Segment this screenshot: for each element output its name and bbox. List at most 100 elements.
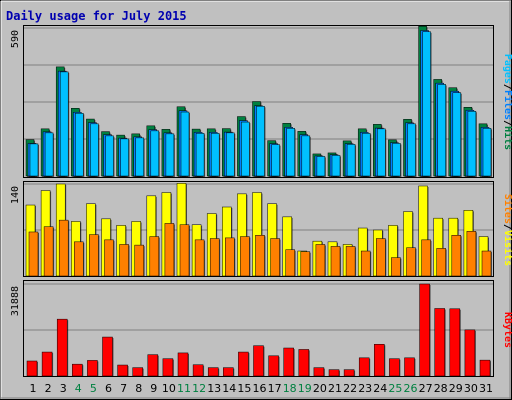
kbytes-bar [56, 318, 68, 377]
pages-bar [135, 137, 144, 177]
sites-bar [134, 244, 144, 277]
day-label: 19 [298, 382, 312, 395]
sites-bar [391, 257, 401, 277]
day-label: 29 [449, 382, 463, 395]
kbytes-bar [238, 351, 249, 377]
pages-bar [59, 71, 69, 177]
day-label: 24 [373, 382, 387, 395]
pages-bar [407, 123, 416, 177]
kbytes-bar [253, 345, 264, 377]
kbytes-bar [268, 355, 279, 377]
day-label: 11 [177, 382, 191, 395]
sites-bar [360, 250, 371, 277]
pages-bar [29, 143, 39, 177]
pages-bar [361, 133, 371, 177]
pages-bar [301, 135, 311, 177]
side-label-sites: Sites [502, 194, 512, 224]
kbytes-bar [464, 329, 476, 377]
kbytes-bar [298, 349, 310, 377]
pages-bar [316, 156, 326, 177]
day-label: 12 [192, 382, 206, 395]
day-label: 17 [268, 382, 282, 395]
series-side-label: Pages/Files/Hits [502, 54, 512, 150]
sites-bar [104, 239, 114, 277]
pages-bar [210, 133, 220, 177]
day-label: 1 [30, 382, 37, 395]
kbytes-bar [313, 367, 325, 377]
day-label: 27 [419, 382, 433, 395]
pages-bar [150, 130, 160, 177]
day-label: 16 [253, 382, 267, 395]
pages-bar [180, 111, 190, 177]
day-label: 30 [464, 382, 478, 395]
pages-bar [44, 132, 54, 177]
panel-kbytes: 31888 KBytes [10, 283, 512, 377]
sites-bar [270, 238, 280, 277]
pages-bar [256, 106, 265, 177]
side-label-pages: Pages [502, 54, 512, 84]
sites-bar [376, 238, 386, 277]
day-label: 13 [207, 382, 221, 395]
sites-bar [149, 236, 160, 277]
day-label: 25 [388, 382, 402, 395]
kbytes-bar [374, 344, 385, 377]
panel-visits-sites: 140 Sites/Visits [10, 183, 512, 277]
sites-bar [421, 239, 431, 277]
day-label: 28 [434, 382, 448, 395]
kbytes-bar [41, 351, 53, 377]
pages-bar [226, 132, 235, 177]
pages-bar [437, 84, 446, 177]
kbytes-bar [223, 367, 234, 377]
day-label: 2 [45, 382, 52, 395]
day-label: 4 [75, 382, 82, 395]
pages-bar [452, 92, 462, 177]
kbytes-bar [343, 369, 355, 377]
pages-bar [346, 144, 356, 177]
day-label: 20 [313, 382, 327, 395]
day-label: 7 [120, 382, 127, 395]
y-max-label: 590 [10, 30, 21, 48]
side-label-visits: Visits [502, 230, 512, 266]
sites-bar [58, 219, 69, 277]
sites-bar [345, 246, 356, 277]
sites-bar [74, 241, 84, 277]
sites-bar [466, 231, 477, 277]
day-label: 31 [479, 382, 493, 395]
side-label-separator: / [502, 84, 512, 90]
pages-bar [392, 143, 401, 177]
kbytes-bar [117, 364, 128, 377]
kbytes-bar [389, 358, 400, 377]
pages-bar [165, 133, 175, 177]
pages-bar [271, 144, 280, 177]
pages-bar [105, 135, 114, 177]
kbytes-bar [479, 359, 491, 377]
pages-bar [120, 138, 129, 177]
sites-bar [194, 239, 205, 277]
sites-bar [119, 244, 129, 277]
kbytes-bar [102, 336, 113, 377]
series-side-label: Sites/Visits [502, 194, 512, 266]
day-label: 3 [60, 382, 67, 395]
kbytes-bar [283, 347, 294, 377]
day-label: 9 [150, 382, 157, 395]
sites-bar [300, 251, 311, 277]
side-label-files: Files [502, 90, 512, 120]
side-label-kbytes: KBytes [502, 312, 512, 348]
chart-title: Daily usage for July 2015 [6, 9, 187, 23]
pages-bar [377, 128, 386, 177]
day-label: 5 [90, 382, 97, 395]
kbytes-bar [434, 308, 445, 377]
kbytes-bar [404, 357, 415, 377]
sites-bar [315, 244, 326, 277]
day-label: 23 [358, 382, 372, 395]
sites-bar [43, 226, 54, 277]
side-label-separator: / [502, 224, 512, 230]
sites-bar [406, 247, 416, 277]
pages-bar [75, 113, 84, 177]
kbytes-bar [147, 354, 159, 377]
pages-bar [467, 111, 477, 177]
side-label-hits: Hits [502, 126, 512, 150]
